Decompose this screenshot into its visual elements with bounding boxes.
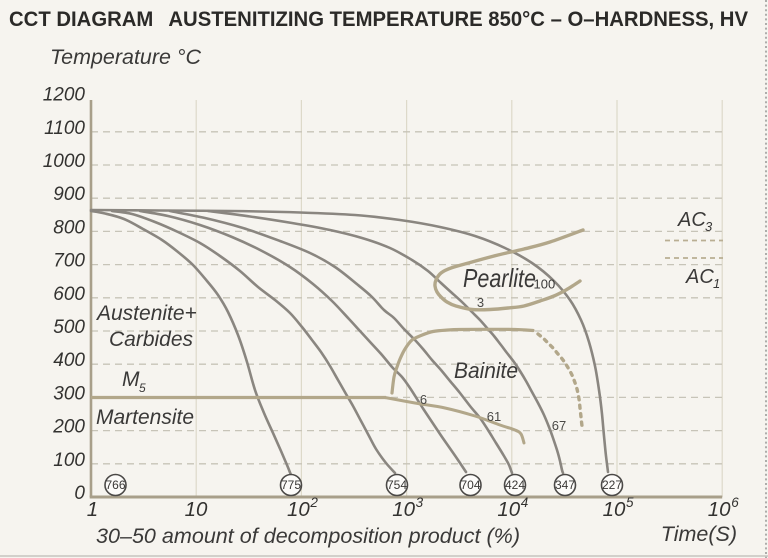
svg-text:3: 3 [705, 219, 713, 234]
svg-text:10: 10 [603, 498, 626, 521]
svg-text:424: 424 [505, 478, 525, 492]
svg-text:Temperature °C: Temperature °C [50, 46, 202, 69]
svg-text:3: 3 [477, 295, 484, 310]
svg-text:CCT DIAGRAM AUSTENITIZING TEM: CCT DIAGRAM AUSTENITIZING TEMPERATURE 85… [9, 7, 749, 31]
svg-text:10: 10 [392, 498, 415, 521]
svg-text:700: 700 [53, 251, 85, 272]
svg-text:0: 0 [74, 483, 85, 504]
svg-text:347: 347 [555, 478, 575, 492]
svg-text:Austenite+: Austenite+ [95, 302, 197, 325]
svg-text:1: 1 [87, 498, 98, 521]
svg-text:61: 61 [487, 409, 501, 424]
svg-text:Time(S): Time(S) [661, 522, 737, 546]
svg-text:6: 6 [420, 392, 427, 407]
svg-text:Pearlite: Pearlite [463, 263, 536, 293]
svg-text:200: 200 [52, 417, 85, 438]
svg-text:600: 600 [53, 284, 85, 305]
svg-text:3: 3 [416, 495, 424, 510]
svg-text:30–50 amount of decomposition: 30–50 amount of decomposition product (%… [96, 524, 520, 548]
svg-text:10: 10 [287, 498, 310, 521]
svg-text:754: 754 [387, 478, 407, 492]
svg-text:300: 300 [53, 383, 85, 404]
svg-text:5: 5 [626, 495, 634, 510]
svg-text:6: 6 [731, 495, 739, 510]
svg-text:2: 2 [309, 495, 318, 510]
svg-text:775: 775 [281, 478, 301, 492]
svg-text:704: 704 [460, 478, 480, 492]
svg-text:10: 10 [708, 498, 731, 521]
svg-text:766: 766 [105, 478, 125, 492]
svg-text:5: 5 [139, 381, 146, 395]
svg-text:Martensite: Martensite [96, 406, 194, 429]
svg-text:227: 227 [602, 478, 622, 492]
svg-text:400: 400 [53, 350, 85, 371]
svg-text:1000: 1000 [43, 151, 86, 172]
svg-text:500: 500 [53, 317, 85, 338]
svg-text:M: M [122, 368, 140, 391]
svg-text:AC: AC [685, 266, 714, 288]
svg-text:AC: AC [677, 209, 706, 231]
svg-text:10: 10 [497, 498, 520, 521]
svg-text:Carbides: Carbides [109, 328, 194, 351]
svg-text:100: 100 [53, 450, 85, 471]
svg-text:1100: 1100 [44, 118, 85, 139]
svg-text:67: 67 [552, 418, 566, 433]
svg-text:1: 1 [713, 276, 720, 291]
svg-text:1200: 1200 [43, 85, 86, 106]
svg-text:800: 800 [53, 217, 85, 238]
svg-text:900: 900 [53, 184, 85, 205]
svg-text:Bainite: Bainite [454, 358, 518, 383]
svg-text:4: 4 [521, 495, 529, 510]
svg-text:10: 10 [185, 498, 208, 521]
svg-text:100: 100 [534, 277, 556, 292]
